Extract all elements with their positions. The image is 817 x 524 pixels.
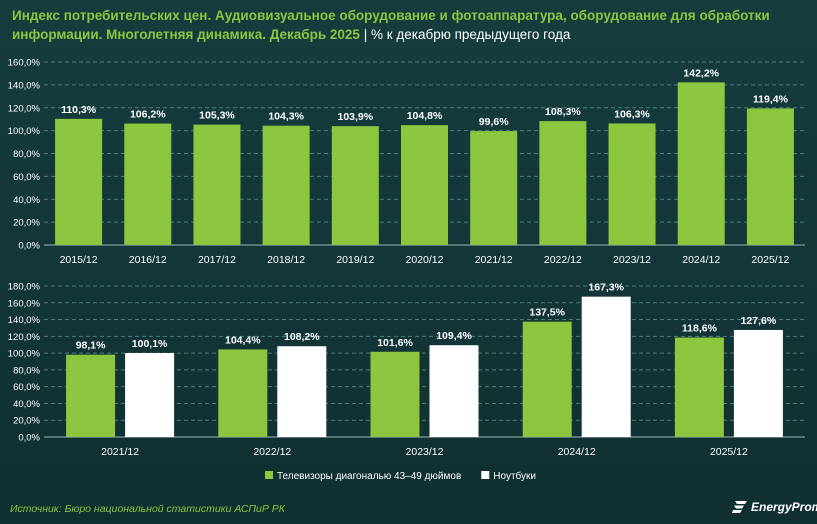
top-bar-green: [401, 125, 448, 245]
bottom-x-tick-label: 2022/12: [253, 446, 291, 458]
top-y-tick-label: 140,0%: [8, 80, 41, 91]
bottom-data-label: 100,1%: [132, 338, 168, 350]
bottom-data-label: 98,1%: [76, 340, 106, 352]
top-data-label: 108,3%: [545, 106, 581, 118]
bottom-bar-green: [674, 337, 724, 437]
legend-label: Телевизоры диагональю 43–49 дюймов: [277, 471, 461, 482]
top-bar-green: [262, 125, 310, 245]
top-data-label: 104,8%: [407, 110, 443, 122]
top-data-label: 103,9%: [338, 111, 374, 123]
bottom-x-tick-label: 2023/12: [406, 446, 444, 458]
top-x-tick-label: 2019/12: [336, 254, 374, 266]
energyprom-logo: EnergyProm: [732, 500, 817, 514]
top-y-tick-label: 160,0%: [8, 58, 41, 69]
top-y-tick-label: 60,0%: [13, 172, 40, 183]
top-x-tick-label: 2023/12: [613, 254, 651, 266]
top-bar-green: [470, 131, 518, 245]
top-data-label: 142,2%: [683, 67, 719, 79]
top-x-tick-label: 2024/12: [682, 254, 720, 266]
title-subtitle: % к декабрю предыдущего года: [370, 27, 571, 42]
bottom-y-tick-label: 160,0%: [8, 298, 41, 309]
energyprom-logo-icon: [732, 501, 747, 513]
bottom-bar-white: [125, 353, 175, 437]
top-x-tick-label: 2021/12: [475, 254, 513, 266]
bottom-y-tick-label: 100,0%: [8, 349, 41, 360]
top-bar-green: [55, 118, 103, 245]
bottom-y-tick-label: 60,0%: [13, 382, 40, 393]
bottom-bar-white: [733, 329, 783, 437]
bottom-bar-green: [66, 354, 116, 437]
top-bar-green: [331, 126, 379, 245]
top-y-tick-label: 0,0%: [18, 241, 40, 252]
top-data-label: 110,3%: [61, 104, 97, 116]
top-bar-green: [193, 124, 241, 245]
bottom-data-label: 167,3%: [588, 282, 624, 294]
top-data-label: 106,2%: [130, 109, 166, 121]
top-x-tick-label: 2025/12: [751, 254, 789, 266]
top-x-tick-label: 2022/12: [544, 254, 582, 266]
top-x-tick-label: 2015/12: [60, 254, 98, 266]
bottom-bar-white: [429, 345, 479, 437]
bottom-x-tick-label: 2024/12: [558, 446, 596, 458]
title-main: Индекс потребительских цен. Аудиовизуаль…: [12, 8, 770, 42]
bottom-data-label: 101,6%: [377, 337, 413, 349]
bottom-data-label: 109,4%: [436, 330, 472, 342]
top-data-label: 105,3%: [199, 110, 235, 122]
top-bar-green: [677, 82, 725, 245]
top-bar-green: [124, 123, 172, 245]
top-data-label: 119,4%: [753, 93, 789, 105]
top-data-label: 99,6%: [479, 116, 509, 128]
top-x-tick-label: 2016/12: [129, 254, 167, 266]
bottom-y-tick-label: 180,0%: [8, 282, 41, 293]
source-note: Источник: Бюро национальной статистики А…: [10, 503, 285, 515]
bottom-data-label: 127,6%: [741, 315, 777, 327]
title-separator: |: [363, 27, 368, 42]
top-data-label: 106,3%: [614, 108, 650, 120]
bottom-data-label: 104,4%: [225, 334, 261, 346]
bottom-y-tick-label: 40,0%: [13, 399, 40, 410]
bottom-y-tick-label: 0,0%: [18, 433, 40, 444]
chart-title: Индекс потребительских цен. Аудиовизуаль…: [12, 6, 802, 44]
bottom-y-tick-label: 80,0%: [13, 365, 40, 376]
bottom-bar-green: [370, 351, 420, 437]
bottom-data-label: 108,2%: [284, 331, 320, 343]
top-y-tick-label: 20,0%: [13, 218, 40, 229]
top-x-tick-label: 2020/12: [406, 254, 444, 266]
legend-swatch: [481, 471, 490, 479]
bottom-y-tick-label: 20,0%: [13, 416, 40, 427]
top-bar-green: [746, 108, 794, 245]
legend-label: Ноутбуки: [493, 470, 536, 482]
top-data-label: 104,3%: [268, 111, 304, 123]
top-y-tick-label: 120,0%: [8, 103, 41, 114]
bottom-bar-white: [581, 296, 631, 437]
bottom-x-tick-label: 2021/12: [101, 446, 139, 458]
top-bar-green: [608, 123, 656, 245]
top-x-tick-label: 2018/12: [267, 254, 305, 266]
bottom-data-label: 118,6%: [682, 323, 718, 335]
top-y-tick-label: 80,0%: [13, 149, 40, 160]
top-y-tick-label: 40,0%: [13, 195, 40, 206]
top-x-tick-label: 2017/12: [198, 254, 236, 266]
bottom-data-label: 137,5%: [529, 307, 565, 319]
top-y-tick-label: 100,0%: [8, 126, 41, 137]
bottom-x-tick-label: 2025/12: [710, 446, 748, 458]
logo-text: EnergyProm: [751, 500, 817, 514]
bottom-bar-white: [277, 346, 327, 437]
bottom-y-tick-label: 140,0%: [8, 315, 41, 326]
top-bar-green: [539, 121, 587, 245]
legend-swatch: [265, 471, 273, 479]
bottom-y-tick-label: 120,0%: [8, 332, 41, 343]
bottom-bar-green: [522, 321, 572, 437]
bottom-bar-green: [218, 349, 268, 437]
